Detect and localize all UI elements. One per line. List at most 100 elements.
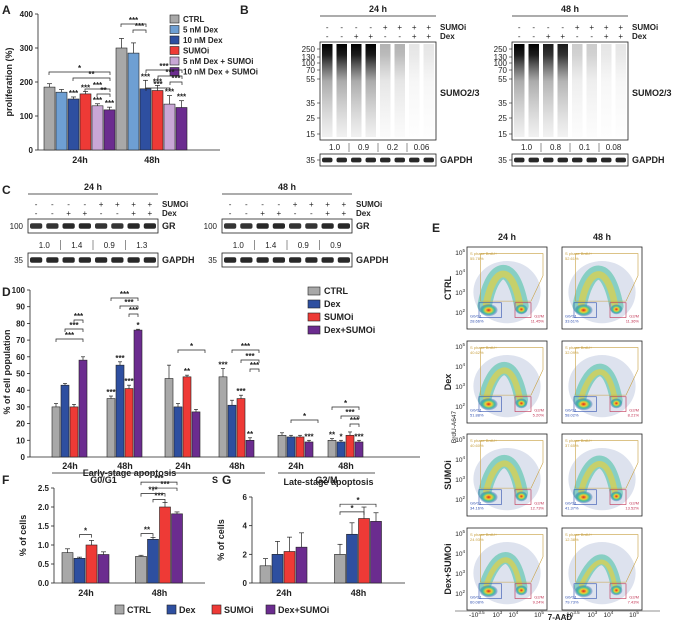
time-label: 24h (62, 461, 78, 471)
g0g1-population (574, 304, 593, 317)
y-tick-label: 300 (20, 44, 34, 53)
bottom-legend: CTRL Dex SUMOi Dex+SUMOi (114, 604, 329, 615)
g2m-population (515, 398, 528, 409)
s-phase-percent: 24.93% (470, 537, 484, 542)
legend-label: 10 nM Dex + SUMOi (183, 68, 258, 77)
category-label: 24h (78, 588, 94, 598)
s-phase-core (578, 369, 618, 402)
sumoi-sign: - (278, 200, 281, 209)
bar-dex-sumoi (370, 521, 382, 584)
dex-sign: - (518, 32, 521, 41)
y-axis-label: % of cell population (2, 330, 12, 415)
bar-significance: *** (115, 354, 125, 363)
bar-significance: *** (165, 88, 175, 97)
mw-marker: 25 (498, 114, 507, 123)
lane-smear (514, 44, 525, 138)
significance-bracket (64, 328, 84, 332)
lane-smear (380, 44, 391, 138)
bar-significance: *** (304, 432, 314, 441)
dex-sign: + (66, 209, 71, 218)
g0g1-population (479, 585, 498, 598)
g0g1-label: G0/G1 (565, 501, 578, 506)
dex-sign: - (590, 32, 593, 41)
quantification: 1.0 (329, 143, 341, 152)
y-tick-label: 2.5 (38, 484, 50, 493)
time-label: 24 h (84, 182, 102, 192)
g2m-label: G2/M (534, 501, 544, 506)
lane-smear (394, 44, 405, 138)
lane-band (224, 257, 237, 263)
g0g1-percent: 79.73% (565, 599, 579, 604)
bar-dex-sumoi (171, 513, 183, 584)
mw-marker: 35 (306, 99, 315, 108)
bar-dex (60, 384, 70, 458)
quantification: 0.08 (606, 143, 622, 152)
lane-band (62, 257, 75, 263)
dex-sign: + (83, 209, 88, 218)
bracket-significance: * (350, 504, 354, 513)
legend-swatch (169, 46, 180, 55)
g2m-population (610, 398, 623, 409)
gate-label: S phase BrdU+ (470, 251, 498, 256)
g2m-gate (609, 489, 627, 505)
g2m-population (515, 304, 528, 315)
bar-significance: * (136, 321, 140, 330)
g2m-percent: 12.73% (530, 505, 544, 510)
column-label: 48 h (593, 232, 611, 242)
phase-label: G0/G1 (90, 475, 117, 485)
significance-bracket (110, 297, 139, 301)
bracket-significance: *** (124, 298, 134, 307)
lane-band (272, 257, 285, 263)
legend-swatch (307, 286, 321, 296)
legend-label: 5 nM Dex (183, 26, 219, 35)
g2m-population (610, 304, 623, 315)
legend-swatch (166, 604, 177, 615)
g0g1-label: G0/G1 (470, 595, 483, 600)
dex-sign: - (294, 209, 297, 218)
quantification: 0.1 (579, 143, 591, 152)
sumoi-sign: - (229, 200, 232, 209)
legend-label: SUMOi (324, 312, 354, 322)
dex-sign: - (340, 32, 343, 41)
panel-label-d: D (2, 285, 11, 299)
dex-sign: + (277, 209, 282, 218)
sumoi-sign: - (355, 23, 358, 32)
lane-band (46, 223, 59, 229)
significance-bracket (140, 481, 178, 486)
bar-ctrl (164, 378, 174, 458)
dex-sign: - (245, 209, 248, 218)
sumoi-sign: + (575, 23, 580, 32)
category-label: 48h (144, 155, 160, 165)
lane-band (78, 257, 91, 263)
bar-significance: *** (354, 432, 364, 441)
significance-bracket (177, 349, 206, 353)
significance-bracket (96, 93, 111, 97)
sumoi-sign: - (67, 200, 70, 209)
bracket-significance: * (190, 342, 194, 351)
lane-smear (543, 44, 554, 138)
s-phase-core (578, 461, 618, 495)
legend-label: CTRL (183, 15, 204, 24)
g0g1-label: G0/G1 (565, 408, 578, 413)
s-phase-gate (480, 534, 544, 583)
mw-marker: 70 (498, 66, 507, 75)
dex-sign: + (560, 32, 565, 41)
lane-smear (615, 44, 626, 138)
bar-dex (173, 406, 183, 458)
protein-label: SUMO2/3 (632, 88, 672, 98)
panel-label-f: F (2, 473, 9, 487)
panel-d-chart: 0 10 20 30 40 50 60 70 80 90 100 % of cell populati… (2, 286, 420, 485)
g2m-gate (514, 302, 532, 318)
bar-dex (73, 557, 86, 584)
lane-band (321, 257, 334, 263)
g0g1-percent: 58.02% (565, 412, 579, 417)
lane-band (95, 257, 108, 263)
g2m-percent: 8.21% (628, 412, 640, 417)
legend-label: 10 nM Dex (183, 36, 223, 45)
s-phase-percent: 37.65% (565, 443, 579, 448)
bracket-significance: *** (350, 416, 360, 425)
bracket-significance: *** (69, 321, 79, 330)
s-phase-core (483, 557, 523, 589)
bar-significance: *** (218, 360, 228, 369)
